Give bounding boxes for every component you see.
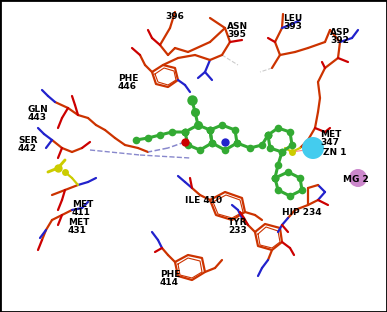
Text: GLN: GLN [28,105,49,114]
Circle shape [302,137,324,159]
Text: 443: 443 [28,113,47,122]
Text: MET: MET [68,218,89,227]
Text: 411: 411 [72,208,91,217]
Text: PHE: PHE [160,270,180,279]
Text: SER: SER [18,136,38,145]
Text: 233: 233 [228,226,247,235]
Text: 395: 395 [227,30,246,39]
Text: PHE: PHE [118,74,139,83]
Text: TYR: TYR [228,218,248,227]
Text: MET: MET [72,200,93,209]
Text: ASN: ASN [227,22,248,31]
Text: ZN 1: ZN 1 [323,148,346,157]
Text: ASP: ASP [330,28,350,37]
Text: MG 2: MG 2 [343,175,369,184]
Text: LEU: LEU [283,14,302,23]
Text: 414: 414 [160,278,179,287]
Text: 347: 347 [320,138,339,147]
Text: ILE 410: ILE 410 [185,196,222,205]
Text: MET: MET [320,130,341,139]
Text: 392: 392 [330,36,349,45]
Text: 431: 431 [68,226,87,235]
Text: 446: 446 [118,82,137,91]
Text: HIP 234: HIP 234 [282,208,322,217]
Text: 442: 442 [18,144,37,153]
Text: 393: 393 [283,22,302,31]
Text: 396: 396 [166,12,185,21]
Circle shape [349,169,367,187]
